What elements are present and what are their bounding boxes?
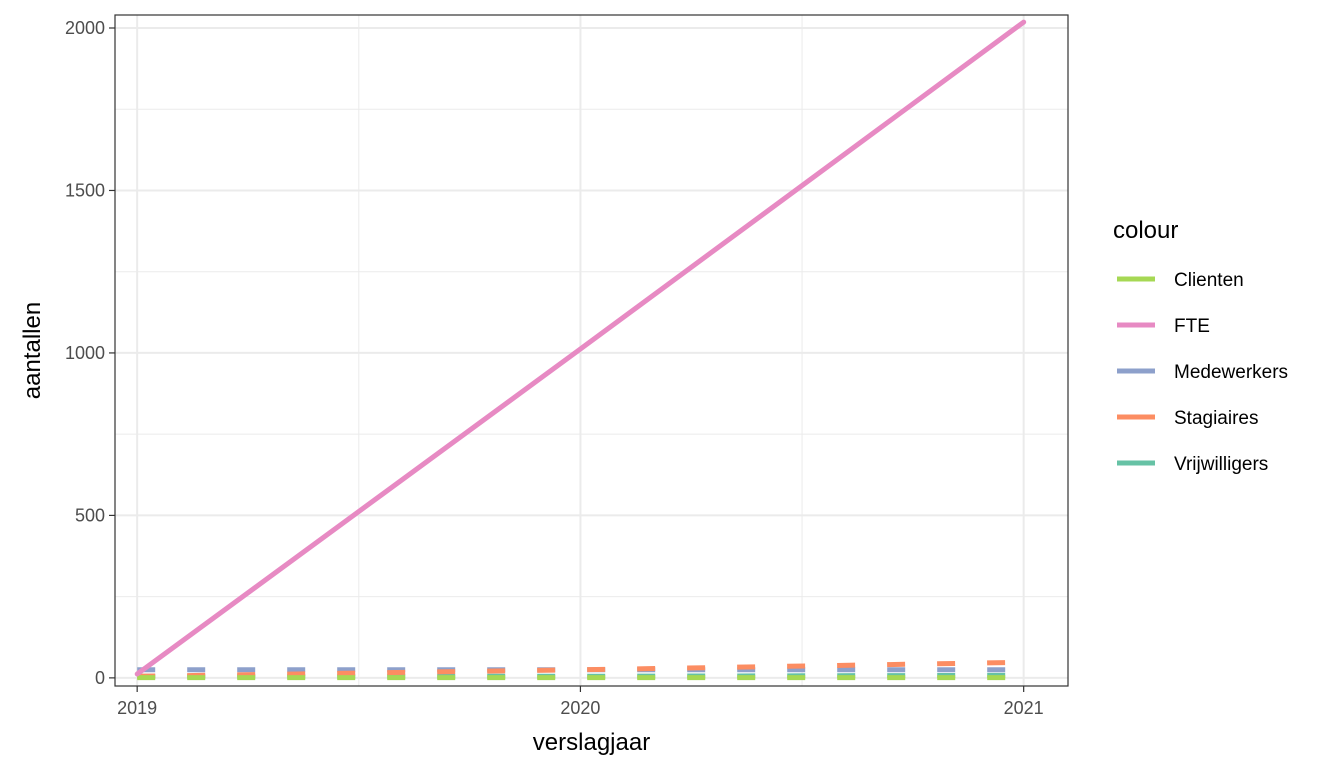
major-gridlines [115,15,1068,686]
x-tick-label: 2019 [117,698,157,718]
x-axis: 2019 2020 2021 [117,686,1044,718]
x-tick-label: 2021 [1004,698,1044,718]
y-axis-title: aantallen [19,302,46,399]
legend-label-clienten: Clienten [1174,270,1244,291]
y-tick-label: 0 [95,668,105,688]
legend-label-fte: FTE [1174,316,1210,337]
y-tick-label: 2000 [65,18,105,38]
plot-border [114,14,1069,687]
y-tick-label: 1000 [65,343,105,363]
x-tick-label: 2020 [560,698,600,718]
legend-label-stagiaires: Stagiaires [1174,408,1259,429]
legend-label-medewerkers: Medewerkers [1174,362,1288,383]
legend-label-vrijwilligers: Vrijwilligers [1174,454,1268,475]
legend: colour Clienten FTE Medewerkers Stagiaires V… [1113,217,1288,475]
y-tick-label: 1500 [65,180,105,200]
y-axis: 0 500 1000 1500 2000 [65,18,115,688]
x-axis-title: verslagjaar [533,729,650,756]
legend-title: colour [1113,217,1178,244]
series-lines [134,19,1027,681]
y-tick-label: 500 [75,505,105,525]
minor-gridlines [115,15,1068,686]
series-line-fte [134,19,1027,677]
